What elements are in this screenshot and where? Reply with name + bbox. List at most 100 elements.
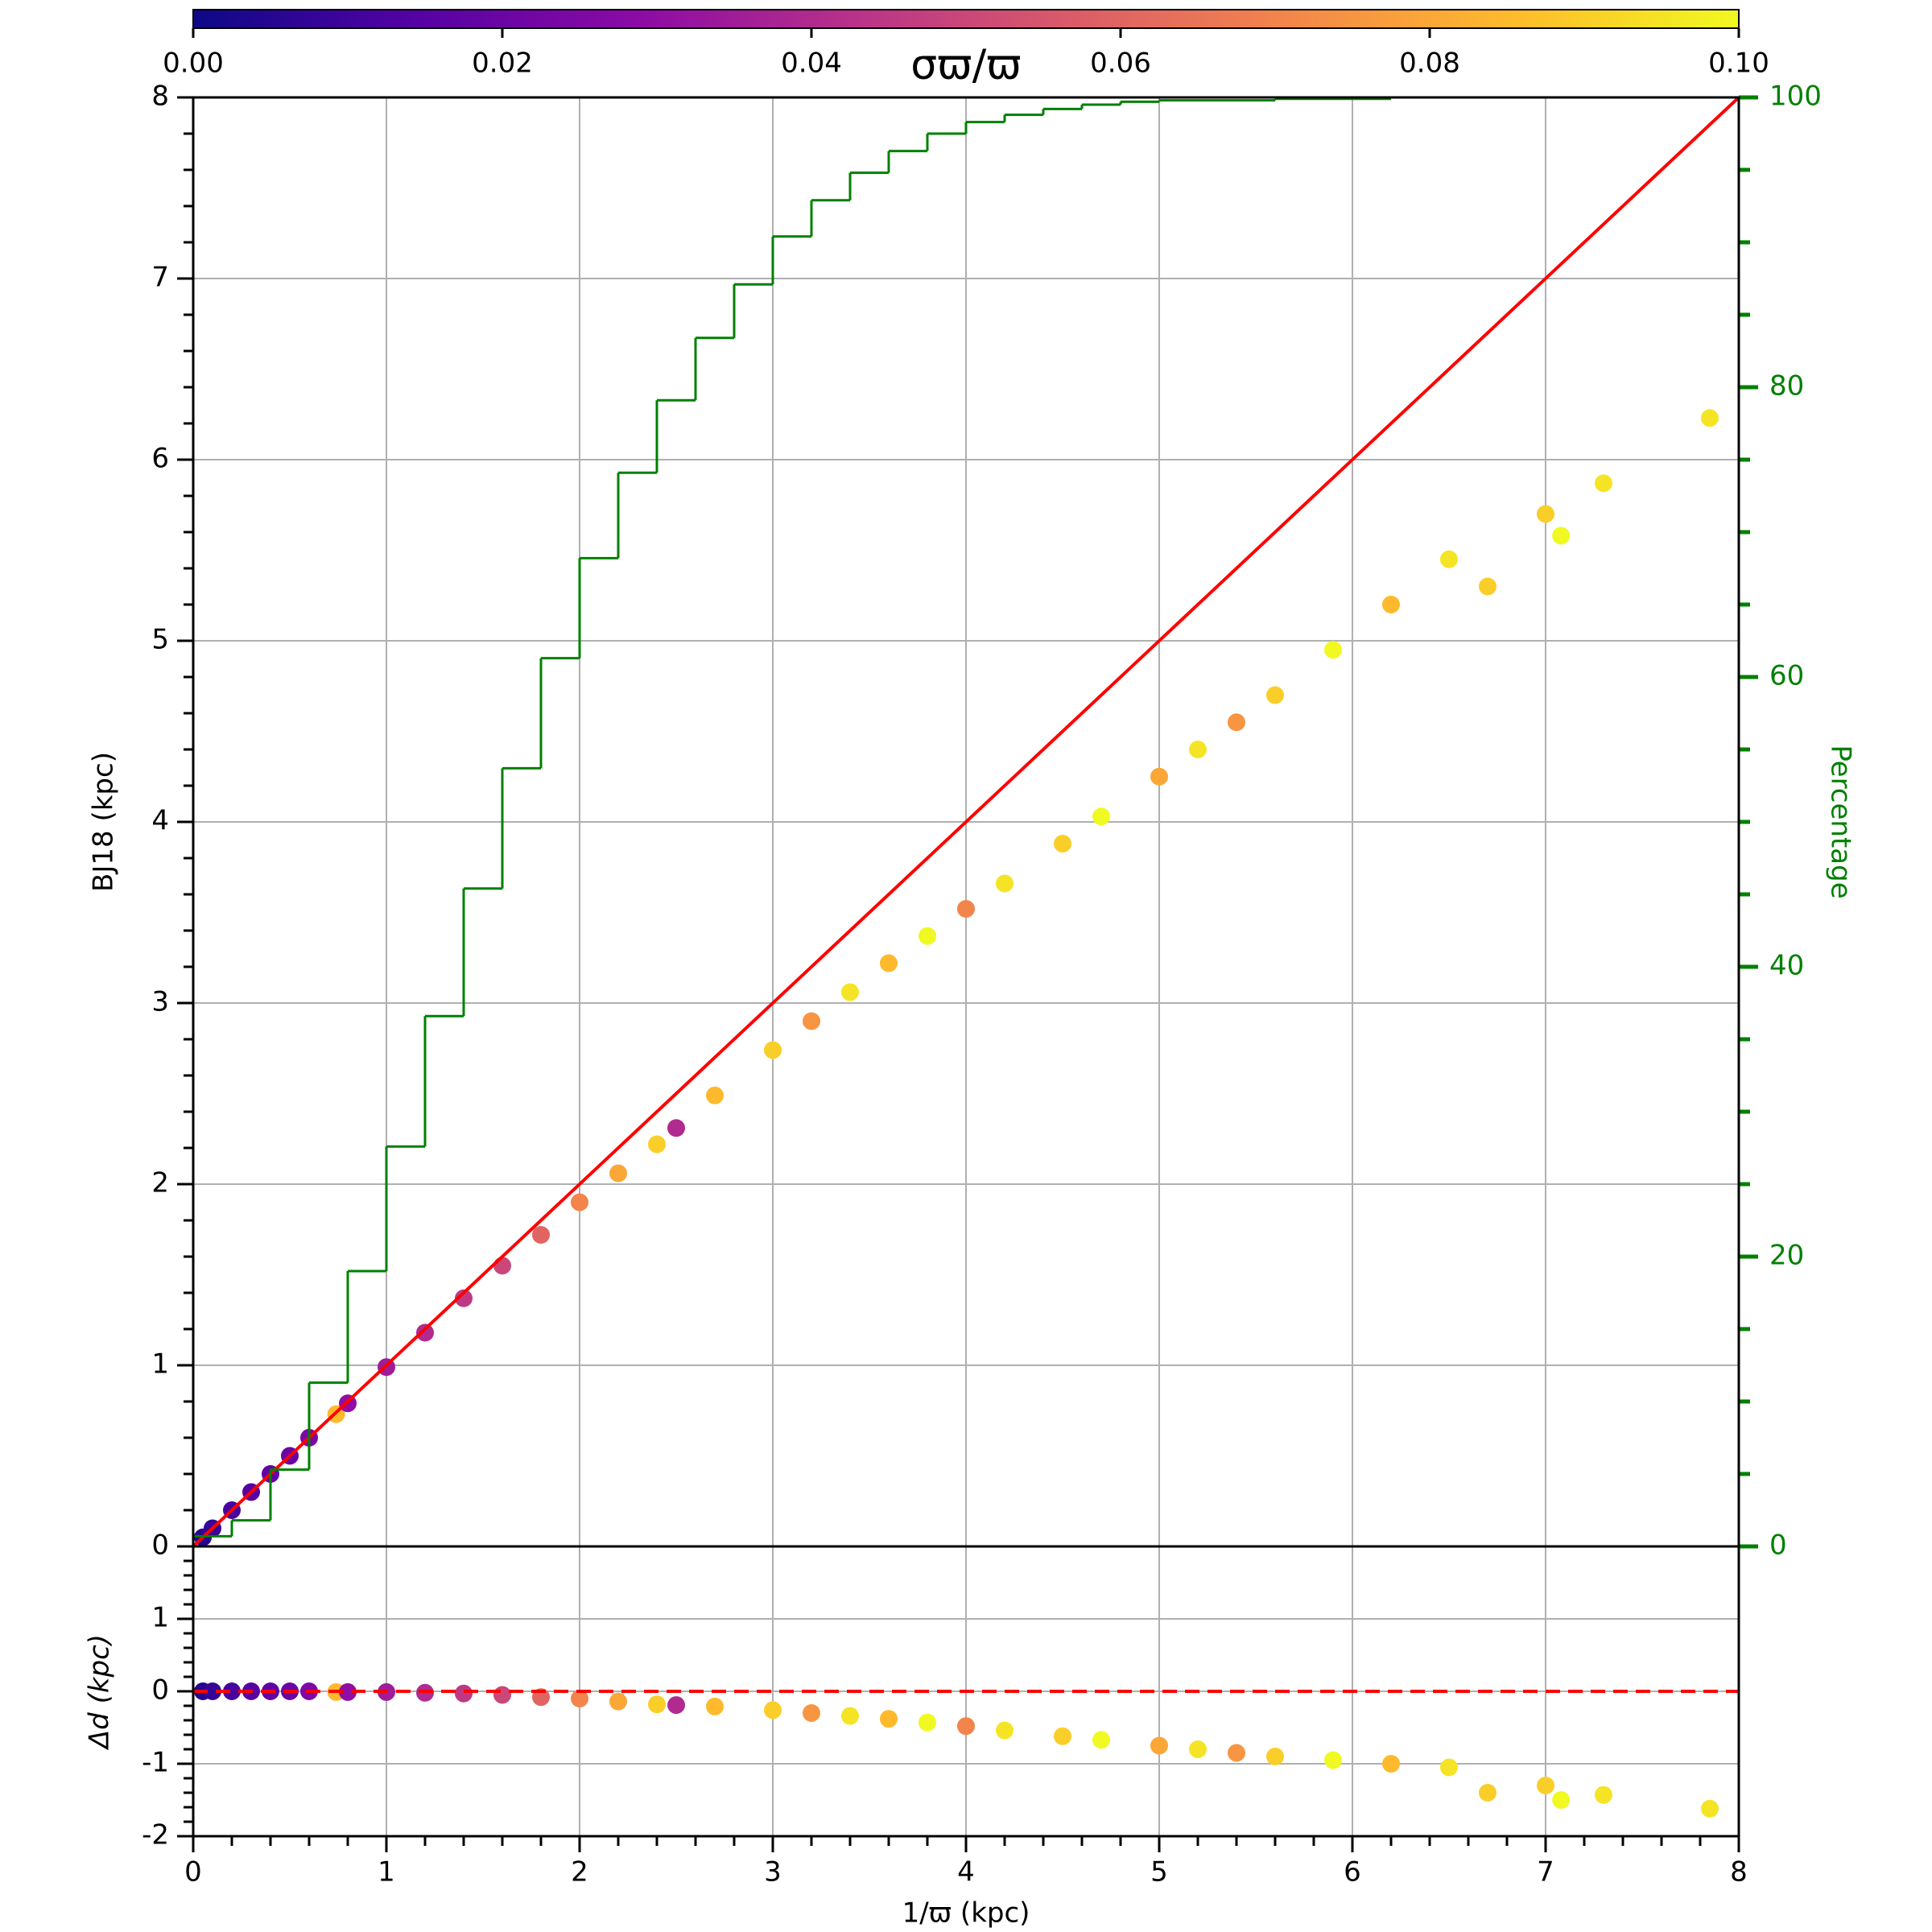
point [1552, 526, 1571, 545]
y-tick-label: 7 [151, 262, 169, 294]
y-tick-label: 2 [151, 1167, 169, 1199]
y-tick-label: 5 [151, 624, 169, 656]
point [1150, 1736, 1168, 1755]
point [1552, 1791, 1571, 1809]
point [532, 1226, 550, 1244]
y-tick-label: 1 [151, 1348, 169, 1381]
colorbar-title: σϖ/ϖ [910, 41, 1022, 89]
y2-tick-label: 60 [1769, 660, 1804, 692]
point [1595, 474, 1612, 493]
point [571, 1690, 588, 1707]
colorbar-tick-label: 0.06 [1090, 47, 1151, 80]
frame [192, 1545, 1740, 1838]
point [648, 1695, 666, 1714]
y-tick-label: 3 [151, 986, 169, 1018]
point [1266, 686, 1284, 704]
point [1150, 767, 1168, 786]
point [957, 900, 975, 918]
colorbar-tick-label: 0.00 [163, 47, 224, 80]
point [648, 1135, 666, 1154]
point [1054, 1727, 1071, 1745]
x-tick-label: 1 [378, 1856, 395, 1889]
point [1479, 1784, 1496, 1802]
point [1440, 1758, 1458, 1777]
x-tick-label: 4 [957, 1856, 975, 1889]
point [1382, 596, 1400, 613]
colorbar [192, 9, 1740, 29]
x-tick-label: 7 [1537, 1856, 1554, 1889]
point [1595, 1785, 1612, 1804]
point [706, 1697, 724, 1715]
colorbar-tick-label: 0.04 [781, 47, 842, 80]
colorbar-tick-label: 0.08 [1399, 47, 1460, 80]
point [957, 1717, 975, 1736]
point [339, 1682, 357, 1701]
point [667, 1119, 685, 1137]
point [803, 1704, 820, 1722]
colorbar-tick-label: 0.10 [1708, 47, 1769, 80]
point [880, 954, 898, 972]
y2-tick-label: 20 [1769, 1240, 1804, 1272]
panel: 0 1 2 3 4 5 6 7 8 [151, 80, 1740, 1562]
point [1228, 1744, 1245, 1762]
point [1537, 1777, 1554, 1794]
point [764, 1041, 782, 1059]
point [1189, 1740, 1207, 1758]
point [1324, 641, 1342, 659]
point [571, 1193, 588, 1212]
point [455, 1684, 473, 1703]
point [764, 1701, 782, 1719]
y-tick-label: 0 [151, 1674, 169, 1707]
point [455, 1289, 473, 1307]
point [1228, 713, 1245, 732]
y2-tick-label: 0 [1769, 1530, 1787, 1562]
y-axis-title: Δd (kpc) [84, 1634, 116, 1751]
point [803, 1012, 820, 1030]
reference-line [192, 96, 1740, 1548]
point [996, 874, 1013, 893]
point [1479, 577, 1496, 596]
y-axis-title: BJ18 (kpc) [88, 752, 120, 892]
y-tick-label: 8 [151, 80, 169, 113]
point [919, 927, 936, 945]
point [1701, 409, 1719, 427]
x-axis-title: 1/ϖ (kpc) [902, 1897, 1030, 1930]
y-tick-label: 4 [151, 805, 169, 837]
point [919, 1713, 936, 1732]
point [1054, 835, 1071, 852]
colorbar-tick-label: 0.02 [472, 47, 533, 80]
y-tick-label: -1 [142, 1747, 169, 1779]
x-tick-label: 3 [764, 1856, 782, 1889]
point [493, 1686, 511, 1704]
y-tick-label: 6 [151, 443, 169, 475]
x-tick-label: 0 [184, 1856, 202, 1889]
point [1701, 1799, 1719, 1818]
point [204, 1682, 221, 1700]
point [1189, 741, 1207, 758]
y-tick-label: 1 [151, 1602, 169, 1634]
point [841, 1707, 859, 1725]
point [880, 1710, 898, 1728]
y2-tick-label: 80 [1769, 370, 1804, 402]
y-tick-label: 0 [151, 1530, 169, 1562]
point [1440, 550, 1458, 568]
point [1266, 1748, 1284, 1765]
point [1092, 807, 1110, 826]
x-tick-label: 6 [1344, 1856, 1361, 1889]
point [416, 1323, 434, 1342]
points [194, 409, 1719, 1546]
point [609, 1692, 627, 1711]
point [609, 1164, 627, 1183]
points [194, 1682, 1719, 1818]
y2-tick-label: 40 [1769, 950, 1804, 982]
point [706, 1086, 724, 1104]
y2-tick-label: 100 [1769, 80, 1822, 113]
y-tick-label: -2 [142, 1819, 169, 1852]
point [493, 1257, 511, 1275]
point [223, 1682, 241, 1700]
point [1324, 1751, 1342, 1769]
point [1537, 505, 1554, 523]
point [667, 1696, 685, 1715]
x-tick-label: 8 [1730, 1856, 1748, 1889]
